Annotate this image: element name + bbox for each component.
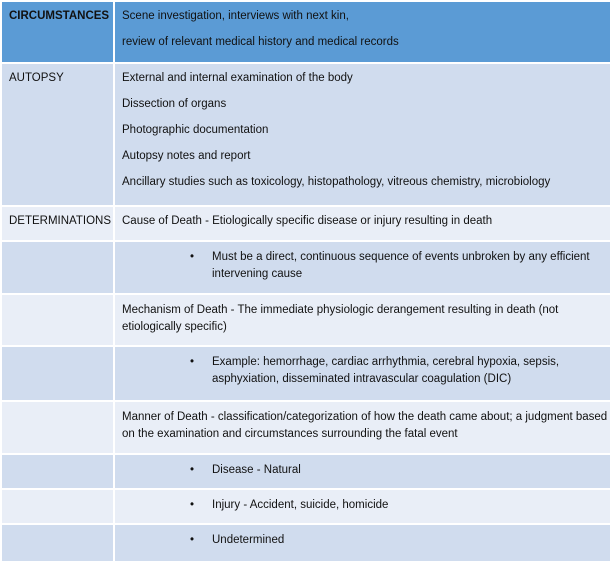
row-label: CIRCUMSTANCES (0, 0, 115, 64)
row-content: • Injury - Accident, suicide, homicide (113, 488, 612, 525)
empty-cell (0, 400, 115, 455)
row-label: AUTOPSY (0, 62, 115, 207)
bullet-text: Example: hemorrhage, cardiac arrhythmia,… (212, 356, 560, 385)
table-row-bullet: • Disease - Natural (0, 453, 612, 490)
content-line: External and internal examination of the… (122, 72, 353, 84)
label-text: DETERMINATIONS (9, 215, 112, 227)
table-row-bullet: • Example: hemorrhage, cardiac arrhythmia… (0, 345, 612, 402)
row-content: Manner of Death - classification/categor… (113, 400, 612, 455)
bullet-text: Disease - Natural (212, 464, 301, 476)
bullet-icon: • (190, 464, 195, 476)
bullet-text: Injury - Accident, suicide, homicide (212, 499, 389, 511)
bullet-text: Undetermined (212, 534, 285, 546)
content-line: Dissection of organs (122, 98, 227, 110)
label-text: AUTOPSY (9, 72, 64, 84)
content-text: Mechanism of Death - The immediate physi… (122, 304, 559, 333)
table-row-bullet: • Undetermined (0, 523, 612, 563)
empty-cell (0, 345, 115, 402)
bullet-icon: • (190, 499, 195, 511)
table-row-circumstances: CIRCUMSTANCES Scene investigation, inter… (0, 0, 612, 64)
row-content: • Undetermined (113, 523, 612, 563)
row-content: External and internal examination of the… (113, 62, 612, 207)
empty-cell (0, 240, 115, 295)
content-line: Photographic documentation (122, 124, 269, 136)
row-content: • Disease - Natural (113, 453, 612, 490)
content-line: Autopsy notes and report (122, 150, 251, 162)
empty-cell (0, 453, 115, 490)
content-line: Ancillary studies such as toxicology, hi… (122, 176, 551, 188)
table-row-manner: Manner of Death - classification/categor… (0, 400, 612, 455)
empty-cell (0, 488, 115, 525)
table-row-bullet: • Must be a direct, continuous sequence o… (0, 240, 612, 295)
row-content: Mechanism of Death - The immediate physi… (113, 293, 612, 347)
row-content: • Must be a direct, continuous sequence o… (113, 240, 612, 295)
content-line: Scene investigation, interviews with nex… (122, 10, 349, 22)
content-text: Manner of Death - classification/categor… (122, 411, 608, 440)
table-row-determinations: DETERMINATIONS Cause of Death - Etiologi… (0, 205, 612, 242)
bullet-icon: • (190, 251, 195, 263)
bullet-text: Must be a direct, continuous sequence of… (212, 251, 590, 280)
content-line: Cause of Death - Etiologically specific … (122, 215, 493, 227)
empty-cell (0, 523, 115, 563)
row-content: Scene investigation, interviews with nex… (113, 0, 612, 64)
content-line: review of relevant medical history and m… (122, 36, 399, 48)
table-row-autopsy: AUTOPSY External and internal examinatio… (0, 62, 612, 207)
empty-cell (0, 293, 115, 347)
row-label: DETERMINATIONS (0, 205, 115, 242)
bullet-icon: • (190, 534, 195, 546)
label-text: CIRCUMSTANCES (9, 10, 110, 22)
row-content: • Example: hemorrhage, cardiac arrhythmia… (113, 345, 612, 402)
table-row-mechanism: Mechanism of Death - The immediate physi… (0, 293, 612, 347)
bullet-icon: • (190, 356, 195, 368)
row-content: Cause of Death - Etiologically specific … (113, 205, 612, 242)
table-row-bullet: • Injury - Accident, suicide, homicide (0, 488, 612, 525)
